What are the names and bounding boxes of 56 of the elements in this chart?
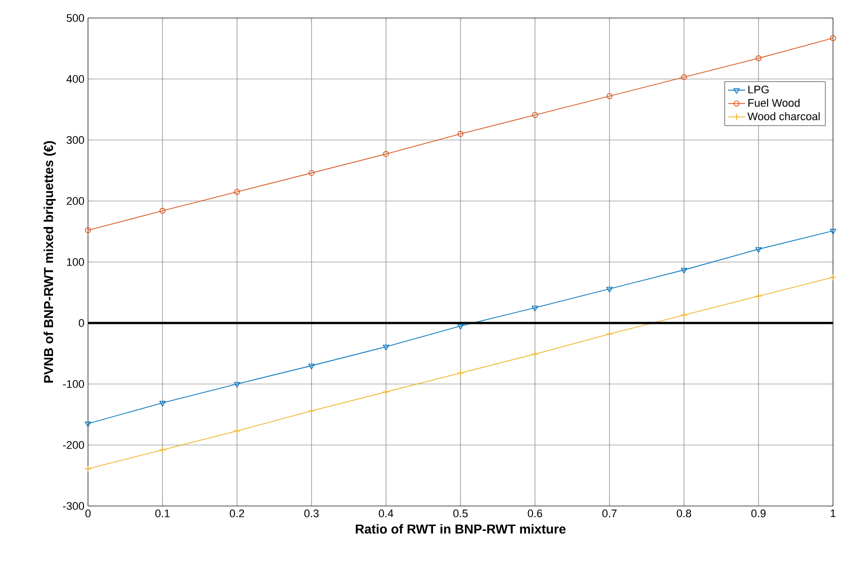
y-tick-label: -300 (63, 502, 84, 510)
x-tick-label: 0.2 (230, 510, 244, 518)
point (456, 369, 464, 377)
y-tick-label: 100 (67, 258, 84, 266)
legend-label: LPG (748, 86, 769, 94)
y-tick-label: 200 (66, 197, 84, 205)
point (160, 208, 166, 214)
legend-label: Wood charcoal (748, 112, 820, 120)
x-tick-label: 1 (830, 510, 836, 518)
y-tick-label: 400 (66, 75, 84, 83)
point (308, 170, 314, 176)
point (532, 306, 538, 312)
point (606, 330, 614, 338)
point (234, 382, 240, 388)
point (158, 446, 166, 454)
point (458, 130, 464, 137)
point (308, 364, 315, 370)
x-tick-label: 0.6 (528, 510, 542, 518)
x-tick-label: 0.4 (378, 510, 394, 518)
x-tick-label: 0.1 (155, 510, 170, 518)
x-tick-label: 0.8 (676, 510, 692, 518)
point (830, 228, 836, 234)
point (606, 93, 612, 100)
x-tick-label: 0.7 (602, 510, 617, 518)
point (606, 286, 613, 292)
point (754, 292, 762, 300)
y-axis-title: PVNB of BNP-RWT mixed briquettes (€) (44, 141, 56, 383)
point (681, 74, 687, 80)
point (756, 55, 762, 62)
x-tick-label: 0 (85, 510, 91, 518)
y-tick-label: 500 (66, 14, 84, 22)
x-tick-label: 0.9 (751, 510, 766, 518)
y-tick-label: 0 (78, 319, 84, 327)
point (457, 324, 464, 330)
point (234, 188, 240, 195)
point (755, 247, 762, 253)
point (84, 422, 92, 428)
point (382, 344, 390, 350)
point (84, 465, 92, 472)
x-axis-title: Ratio of RWT in BNP-RWT mixture (356, 524, 566, 534)
point (233, 427, 241, 435)
x-tick-label: 0.3 (304, 510, 319, 518)
point (308, 407, 316, 414)
point (159, 400, 166, 406)
point (680, 268, 688, 274)
point (383, 151, 389, 158)
point (680, 311, 688, 319)
y-tick-label: -200 (63, 441, 84, 449)
y-tick-label: 300 (66, 136, 84, 144)
point (382, 388, 390, 396)
legend-label: Fuel Wood (748, 98, 800, 107)
y-tick-label: -100 (63, 380, 84, 388)
point (532, 112, 538, 118)
x-tick-label: 0.5 (453, 510, 468, 518)
point (531, 350, 539, 358)
point (829, 274, 837, 281)
